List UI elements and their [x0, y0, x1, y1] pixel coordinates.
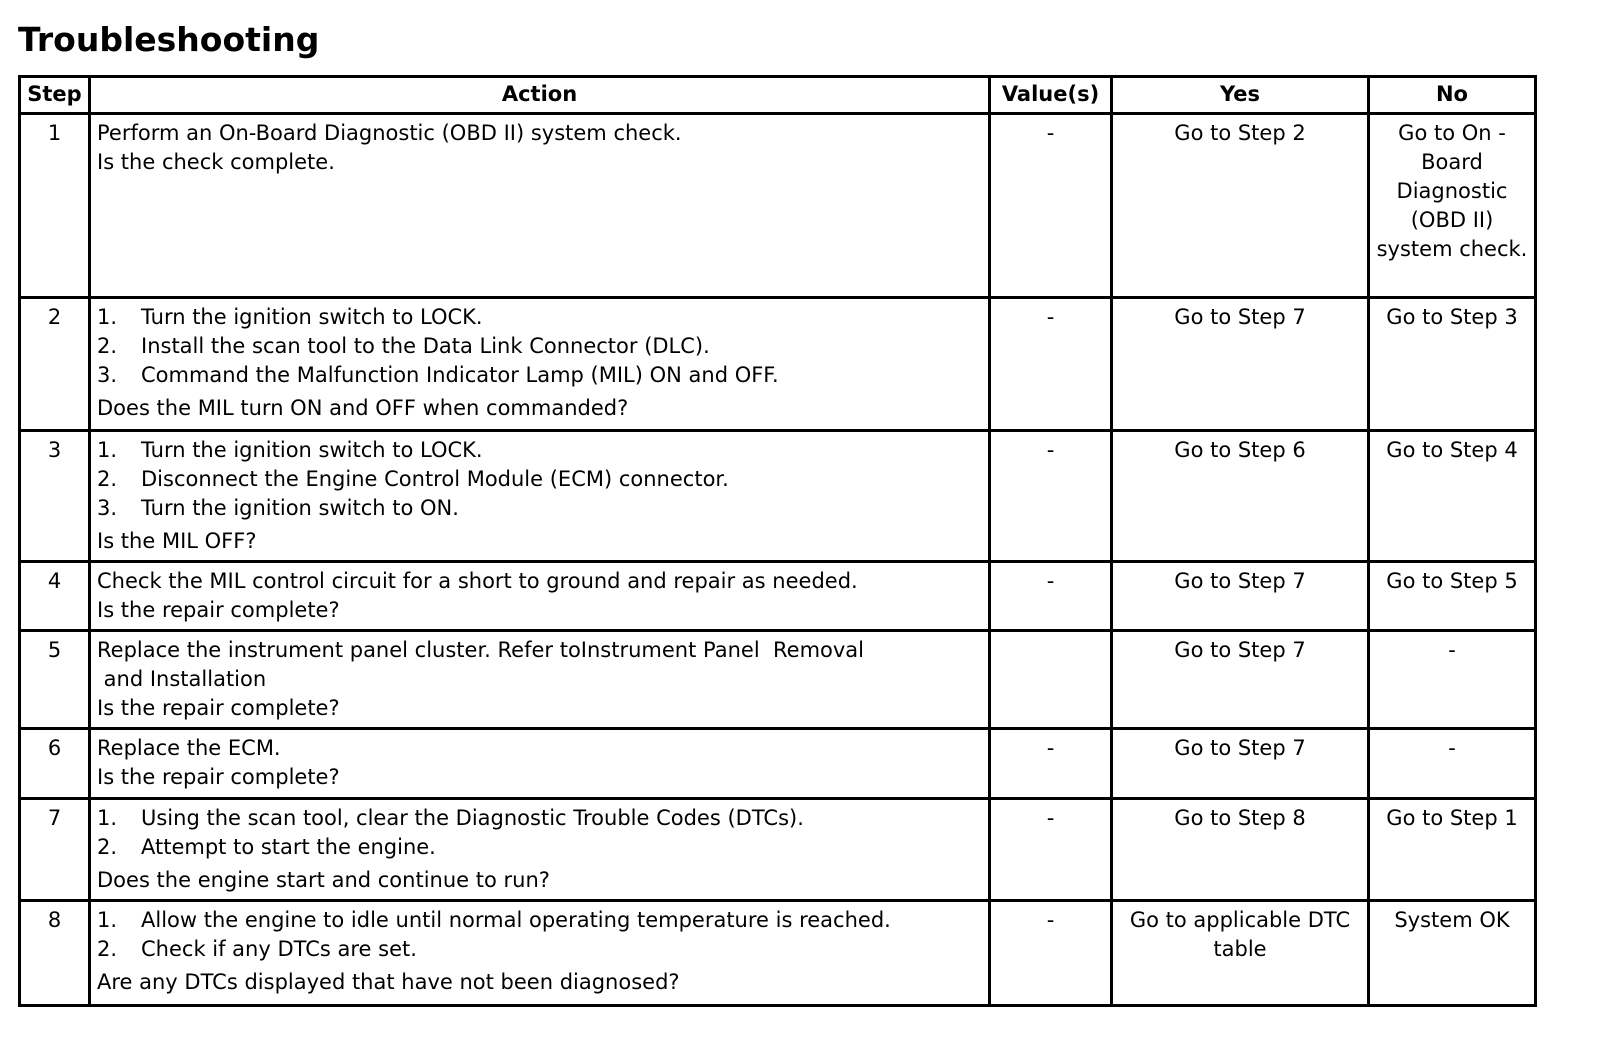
no-cell: Go to On - Board Diagnostic (OBD II) sys… — [1367, 112, 1537, 299]
list-text: Check if any DTCs are set. — [141, 937, 417, 961]
list-number: 1. — [97, 305, 118, 329]
action-text: and Installation — [97, 667, 267, 691]
action-list-item: 3. Command the Malfunction Indicator Lamp… — [97, 361, 982, 390]
list-number: 2. — [97, 835, 118, 859]
action-text: Perform an On-Board Diagnostic (OBD II) … — [97, 121, 682, 145]
table-row: 2 1. Turn the ignition switch to LOCK. 2. In… — [18, 296, 1537, 432]
list-number: 1. — [97, 438, 118, 462]
list-number: 3. — [97, 363, 118, 387]
action-question: Is the MIL OFF? — [97, 529, 257, 553]
table-row: 3 1. Turn the ignition switch to LOCK. 2. Di… — [18, 429, 1537, 563]
list-text: Command the Malfunction Indicator Lamp (… — [141, 363, 779, 387]
list-text: Turn the ignition switch to LOCK. — [141, 438, 483, 462]
no-cell: Go to Step 3 — [1367, 296, 1537, 432]
action-list-item: 1. Turn the ignition switch to LOCK. — [97, 436, 982, 465]
action-text: Is the repair complete? — [97, 598, 340, 622]
action-text: Replace the ECM. — [97, 736, 281, 760]
list-text: Allow the engine to idle until normal op… — [141, 908, 891, 932]
no-cell: - — [1367, 629, 1537, 730]
value-cell: - — [988, 429, 1113, 563]
no-cell: Go to Step 1 — [1367, 797, 1537, 902]
list-number: 2. — [97, 937, 118, 961]
header-yes: Yes — [1110, 75, 1370, 115]
list-text: Turn the ignition switch to LOCK. — [141, 305, 483, 329]
table-row: 7 1. Using the scan tool, clear the Diagno… — [18, 797, 1537, 902]
action-cell: 1. Turn the ignition switch to LOCK. 2. Dis… — [88, 429, 991, 563]
step-number: 4 — [18, 560, 91, 632]
action-list-item: 3. Turn the ignition switch to ON. — [97, 494, 982, 523]
action-cell: 1. Using the scan tool, clear the Diagnos… — [88, 797, 991, 902]
action-list-item: 1. Allow the engine to idle until normal … — [97, 906, 982, 935]
step-number: 2 — [18, 296, 91, 432]
action-cell: Perform an On-Board Diagnostic (OBD II) … — [88, 112, 991, 299]
yes-cell: Go to applicable DTC table — [1110, 899, 1370, 1007]
step-number: 6 — [18, 727, 91, 800]
table-row: 6 Replace the ECM. Is the repair complete?… — [18, 727, 1537, 800]
yes-cell: Go to Step 7 — [1110, 629, 1370, 730]
list-number: 1. — [97, 908, 118, 932]
step-number: 3 — [18, 429, 91, 563]
table-row: 4 Check the MIL control circuit for a sho… — [18, 560, 1537, 632]
action-text: Is the check complete. — [97, 150, 335, 174]
list-number: 3. — [97, 496, 118, 520]
step-number: 5 — [18, 629, 91, 730]
action-list-item: 2. Disconnect the Engine Control Module (… — [97, 465, 982, 494]
list-text: Attempt to start the engine. — [141, 835, 436, 859]
list-number: 1. — [97, 806, 118, 830]
value-cell: - — [988, 296, 1113, 432]
action-list-item: 2. Check if any DTCs are set. — [97, 935, 982, 964]
action-text: Check the MIL control circuit for a shor… — [97, 569, 858, 593]
step-number: 1 — [18, 112, 91, 299]
action-question: Does the MIL turn ON and OFF when comman… — [97, 396, 629, 420]
action-cell: Check the MIL control circuit for a shor… — [88, 560, 991, 632]
action-question: Are any DTCs displayed that have not bee… — [97, 970, 680, 994]
header-no: No — [1367, 75, 1537, 115]
action-cell: 1. Allow the engine to idle until normal … — [88, 899, 991, 1007]
troubleshooting-table: Step Action Value(s) Yes No 1 Perform an … — [18, 75, 1537, 1007]
value-cell: - — [988, 727, 1113, 800]
yes-cell: Go to Step 7 — [1110, 727, 1370, 800]
action-list-item: 2. Attempt to start the engine. — [97, 833, 982, 862]
table-row: 5 Replace the instrument panel cluster. R… — [18, 629, 1537, 730]
no-cell: System OK — [1367, 899, 1537, 1007]
list-number: 2. — [97, 467, 118, 491]
step-number: 7 — [18, 797, 91, 902]
header-action: Action — [88, 75, 991, 115]
value-cell — [988, 629, 1113, 730]
action-cell: Replace the ECM. Is the repair complete? — [88, 727, 991, 800]
action-text: Is the repair complete? — [97, 696, 340, 720]
value-cell: - — [988, 560, 1113, 632]
yes-cell: Go to Step 6 — [1110, 429, 1370, 563]
list-number: 2. — [97, 334, 118, 358]
action-list-item: 1. Turn the ignition switch to LOCK. — [97, 303, 982, 332]
page-title: Troubleshooting — [18, 20, 320, 59]
table-row: 1 Perform an On-Board Diagnostic (OBD II)… — [18, 112, 1537, 299]
list-text: Turn the ignition switch to ON. — [141, 496, 459, 520]
yes-cell: Go to Step 7 — [1110, 560, 1370, 632]
yes-cell: Go to Step 8 — [1110, 797, 1370, 902]
action-list-item: 2. Install the scan tool to the Data Link… — [97, 332, 982, 361]
list-text: Disconnect the Engine Control Module (EC… — [141, 467, 729, 491]
action-cell: 1. Turn the ignition switch to LOCK. 2. Ins… — [88, 296, 991, 432]
no-cell: Go to Step 4 — [1367, 429, 1537, 563]
header-row: Step Action Value(s) Yes No — [18, 75, 1537, 115]
value-cell: - — [988, 112, 1113, 299]
yes-cell: Go to Step 7 — [1110, 296, 1370, 432]
no-cell: - — [1367, 727, 1537, 800]
action-question: Does the engine start and continue to ru… — [97, 868, 550, 892]
list-text: Using the scan tool, clear the Diagnosti… — [141, 806, 804, 830]
step-number: 8 — [18, 899, 91, 1007]
header-values: Value(s) — [988, 75, 1113, 115]
table-row: 8 1. Allow the engine to idle until normal… — [18, 899, 1537, 1007]
action-list-item: 1. Using the scan tool, clear the Diagnos… — [97, 804, 982, 833]
action-cell: Replace the instrument panel cluster. Re… — [88, 629, 991, 730]
no-cell: Go to Step 5 — [1367, 560, 1537, 632]
action-text: Is the repair complete? — [97, 765, 340, 789]
value-cell: - — [988, 899, 1113, 1007]
list-text: Install the scan tool to the Data Link C… — [141, 334, 710, 358]
action-text: Replace the instrument panel cluster. Re… — [97, 638, 865, 662]
yes-cell: Go to Step 2 — [1110, 112, 1370, 299]
value-cell: - — [988, 797, 1113, 902]
header-step: Step — [18, 75, 91, 115]
